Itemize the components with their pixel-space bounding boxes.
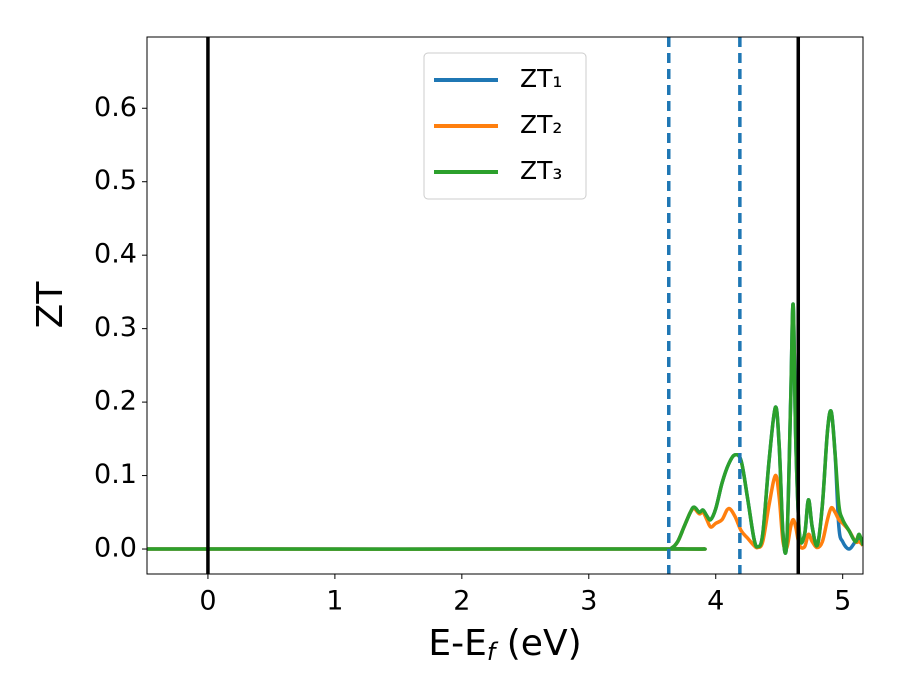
x-tick-label: 5 [834, 586, 851, 617]
x-label-main: E-E [428, 623, 486, 664]
x-tick-label: 0 [199, 586, 216, 617]
y-tick-label: 0.5 [94, 165, 137, 196]
x-tick-label: 2 [453, 586, 470, 617]
x-axis-label: E-Ef (eV) [428, 623, 581, 666]
legend-label: ZT₁ [520, 64, 562, 93]
series-line [147, 302, 863, 555]
y-tick-label: 0.1 [94, 459, 137, 490]
y-tick-label: 0.4 [94, 239, 137, 270]
x-label-rest: (eV) [495, 623, 581, 664]
y-axis-label: ZT [30, 281, 71, 329]
legend-label: ZT₃ [520, 156, 562, 185]
y-tick-label: 0.2 [94, 386, 137, 417]
x-tick-label: 3 [580, 586, 597, 617]
legend: ZT₁ ZT₂ ZT₃ [423, 52, 587, 200]
series-line [147, 302, 863, 555]
y-tick-label: 0.3 [94, 312, 137, 343]
plot-frame [146, 36, 864, 575]
x-tick-label: 4 [707, 586, 724, 617]
legend-box [423, 52, 587, 200]
y-tick-label: 0.6 [94, 92, 137, 123]
plot-area [147, 37, 863, 574]
x-tick-label: 1 [326, 586, 343, 617]
y-tick-label: 0.0 [94, 533, 137, 564]
legend-label: ZT₂ [520, 110, 562, 139]
